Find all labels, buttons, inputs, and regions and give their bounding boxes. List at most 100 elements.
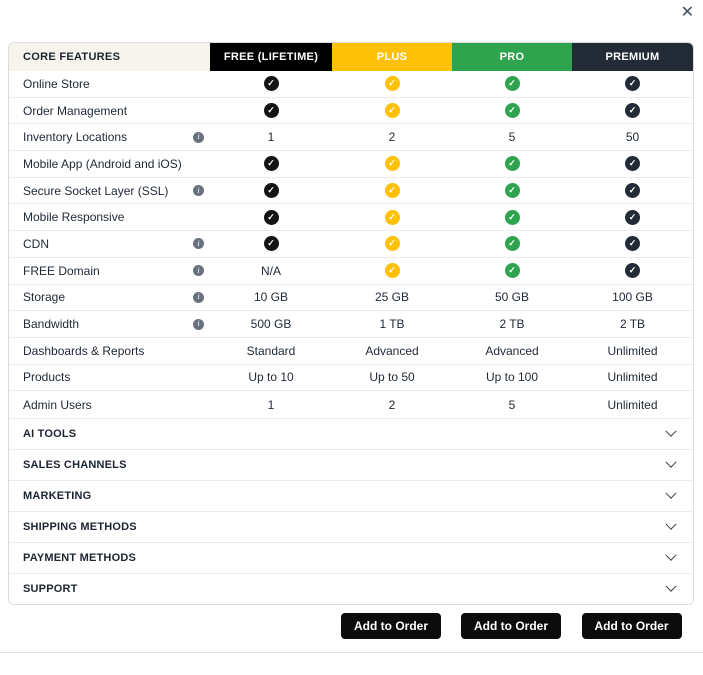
feature-value-cell: ✓ [210, 204, 332, 230]
feature-name-label: Storage [23, 290, 66, 305]
feature-name-label: Bandwidth [23, 317, 80, 332]
check-icon: ✓ [504, 156, 520, 172]
table-row: Inventory Locations i 1 2 5 50 [9, 124, 693, 152]
accordion-section-marketing[interactable]: MARKETING [9, 479, 693, 511]
feature-value-cell: ✓ [452, 71, 572, 97]
feature-name-label: Secure Socket Layer (SSL) [23, 183, 169, 198]
table-row: Mobile App (Android and iOS) ✓ ✓ ✓ ✓ [9, 151, 693, 178]
feature-value-cell: ✓ [332, 204, 452, 230]
feature-value-cell: 2 [332, 124, 452, 150]
info-icon[interactable]: i [193, 318, 204, 330]
info-icon[interactable]: i [193, 291, 204, 303]
feature-value-cell: N/A [210, 258, 332, 284]
feature-name-label: Admin Users [23, 397, 92, 412]
accordion-section-payment-methods[interactable]: PAYMENT METHODS [9, 541, 693, 573]
table-header-row: CORE FEATURES FREE (LIFETIME) PLUS PRO PREM… [9, 43, 693, 71]
table-row: Secure Socket Layer (SSL) i ✓ ✓ ✓ ✓ [9, 178, 693, 205]
check-icon: ✓ [384, 263, 400, 279]
feature-value-cell: 10 GB [210, 285, 332, 311]
check-icon: ✓ [625, 76, 640, 92]
add-to-order-button-premium[interactable]: Add to Order [581, 613, 682, 639]
feature-name-cell: Bandwidth i [9, 311, 210, 337]
feature-name-label: CDN [23, 236, 49, 251]
chevron-down-icon [665, 487, 677, 499]
feature-value-cell: ✓ [332, 71, 452, 97]
check-icon: ✓ [263, 103, 279, 119]
feature-value-text: 500 GB [250, 317, 292, 332]
feature-value-text: Advanced [365, 343, 419, 358]
feature-value-text: 50 GB [494, 290, 530, 305]
feature-name-cell: Mobile Responsive [9, 204, 210, 230]
plan-column-header-3: PRO [452, 43, 572, 71]
feature-value-text: 2 TB [499, 317, 525, 332]
feature-name-cell: CDN i [9, 231, 210, 257]
feature-value-text: Standard [246, 343, 296, 358]
feature-value-cell: Up to 50 [332, 365, 452, 391]
check-icon: ✓ [263, 183, 279, 199]
feature-value-cell: 5 [452, 391, 572, 418]
feature-name-label: Inventory Locations [23, 130, 128, 145]
feature-value-cell: ✓ [452, 98, 572, 124]
accordion-section-ai-tools[interactable]: AI TOOLS [9, 417, 693, 449]
feature-value-text: 5 [508, 130, 516, 145]
accordion-section-shipping-methods[interactable]: SHIPPING METHODS [9, 510, 693, 542]
check-icon: ✓ [504, 76, 520, 92]
accordion-section-sales-channels[interactable]: SALES CHANNELS [9, 448, 693, 480]
feature-value-cell: ✓ [332, 151, 452, 177]
close-icon[interactable]: ✕ [680, 4, 694, 21]
add-to-order-button-pro[interactable]: Add to Order [461, 613, 561, 639]
feature-value-cell: ✓ [572, 204, 693, 230]
accordion-section-label: SHIPPING METHODS [23, 520, 137, 533]
check-icon: ✓ [625, 236, 640, 252]
check-icon: ✓ [263, 156, 279, 172]
order-button-cell: Add to Order [331, 613, 451, 639]
check-icon: ✓ [504, 103, 520, 119]
feature-name-cell: Storage i [9, 285, 210, 311]
feature-value-cell: Up to 10 [210, 365, 332, 391]
order-buttons-row: Add to Order Add to Order Add to Order [8, 613, 694, 639]
feature-value-cell: 1 [210, 124, 332, 150]
info-icon[interactable]: i [193, 265, 204, 277]
feature-rows: Online Store ✓ ✓ ✓ ✓ Order Management ✓ ✓ ✓ ✓ Inve… [9, 71, 693, 418]
feature-value-text: 2 [388, 130, 396, 145]
feature-name-cell: Inventory Locations i [9, 124, 210, 150]
order-button-cell: Add to Order [451, 613, 571, 639]
check-icon: ✓ [384, 209, 400, 225]
table-row: Online Store ✓ ✓ ✓ ✓ [9, 71, 693, 98]
feature-value-cell: 2 [332, 391, 452, 418]
feature-value-cell: 500 GB [210, 311, 332, 337]
feature-value-cell: 50 [572, 124, 693, 150]
feature-value-cell: ✓ [332, 178, 452, 204]
feature-value-text: Advanced [485, 343, 539, 358]
feature-value-cell: ✓ [572, 231, 693, 257]
check-icon: ✓ [384, 183, 400, 199]
accordion-section-support[interactable]: SUPPORT [9, 572, 693, 604]
accordion-section-label: AI TOOLS [23, 427, 77, 440]
feature-value-cell: ✓ [210, 98, 332, 124]
feature-name-cell: Products [9, 365, 210, 391]
info-icon[interactable]: i [193, 238, 204, 250]
plan-name-label: FREE (LIFETIME) [223, 51, 319, 63]
feature-name-label: Mobile Responsive [23, 210, 125, 225]
table-row: CDN i ✓ ✓ ✓ ✓ [9, 231, 693, 258]
feature-value-cell: Up to 100 [452, 365, 572, 391]
feature-value-cell: ✓ [572, 71, 693, 97]
chevron-down-icon [665, 518, 677, 530]
check-icon: ✓ [384, 76, 400, 92]
feature-value-cell: ✓ [332, 258, 452, 284]
table-row: Products Up to 10 Up to 50 Up to 100 Unlimit… [9, 365, 693, 392]
footer-divider [0, 652, 703, 653]
add-to-order-button-plus[interactable]: Add to Order [341, 613, 441, 639]
feature-value-text: Up to 50 [369, 370, 415, 385]
feature-value-cell: ✓ [332, 231, 452, 257]
feature-value-text: N/A [260, 263, 281, 278]
plan-column-header-4: PREMIUM [572, 43, 693, 71]
info-icon[interactable]: i [193, 131, 204, 143]
feature-name-cell: Dashboards & Reports [9, 338, 210, 364]
plan-column-header-1: FREE (LIFETIME) [210, 43, 332, 71]
feature-value-cell: ✓ [332, 98, 452, 124]
info-icon[interactable]: i [193, 185, 204, 197]
feature-value-cell: Advanced [452, 338, 572, 364]
feature-name-cell: Admin Users [9, 391, 210, 418]
chevron-down-icon [665, 549, 677, 561]
